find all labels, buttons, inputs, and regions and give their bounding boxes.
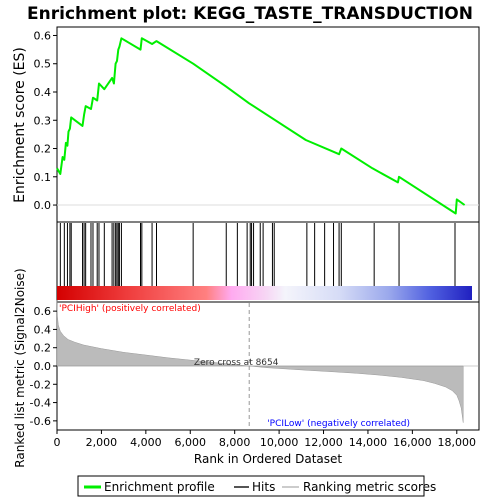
legend-label-ranking-metric: Ranking metric scores — [303, 480, 436, 494]
pci-low-label: 'PCILow' (negatively correlated) — [267, 419, 410, 429]
legend: Enrichment profile Hits Ranking metric s… — [77, 475, 436, 497]
es-ytick-label: 0.6 — [34, 29, 52, 42]
metric-ytick-label: -0.6 — [30, 415, 51, 428]
es-ytick-label: 0.5 — [34, 58, 52, 71]
es-ytick-label: 0.2 — [34, 143, 52, 156]
metric-ytick-label: 0.2 — [34, 342, 52, 355]
ranking-metric-area — [56, 300, 464, 423]
es-ytick-label: 0.1 — [34, 171, 52, 184]
legend-box — [77, 475, 425, 497]
legend-label-hits: Hits — [252, 480, 275, 494]
x-axis-label: Rank in Ordered Dataset — [194, 452, 342, 466]
es-ytick-label: 0.4 — [34, 86, 52, 99]
chart-title: Enrichment plot: KEGG_TASTE_TRANSDUCTION — [27, 4, 473, 24]
x-tick-label: 6,000 — [175, 436, 207, 449]
x-tick-label: 12,000 — [304, 436, 343, 449]
es-axis-label: Enrichment score (ES) — [12, 47, 28, 203]
ranking-color-band — [57, 286, 472, 300]
es-panel — [56, 26, 480, 223]
metric-ytick-label: 0.4 — [34, 323, 52, 336]
metric-ytick-label: 0.0 — [34, 360, 52, 373]
x-tick-label: 4,000 — [130, 436, 162, 449]
x-tick-label: 2,000 — [86, 436, 118, 449]
zero-cross-label: Zero cross at 8654 — [194, 358, 279, 368]
es-ytick-label: 0.3 — [34, 114, 52, 127]
metric-ytick-label: 0.6 — [34, 305, 52, 318]
metric-ytick-label: -0.2 — [30, 378, 51, 391]
es-ytick-label: 0.0 — [34, 199, 52, 212]
legend-label-enrichment-profile: Enrichment profile — [104, 480, 215, 494]
x-tick-label: 16,000 — [393, 436, 432, 449]
metric-axis-label: Ranked list metric (Signal2Noise) — [13, 268, 27, 467]
pci-high-label: 'PCIHigh' (positively correlated) — [59, 304, 201, 314]
x-tick-label: 8,000 — [219, 436, 251, 449]
x-tick-label: 0 — [54, 436, 61, 449]
x-tick-label: 10,000 — [260, 436, 299, 449]
metric-ytick-label: -0.4 — [30, 397, 51, 410]
enrichment-profile-line — [56, 37, 466, 215]
x-tick-label: 18,000 — [438, 436, 477, 449]
x-tick-label: 14,000 — [349, 436, 388, 449]
